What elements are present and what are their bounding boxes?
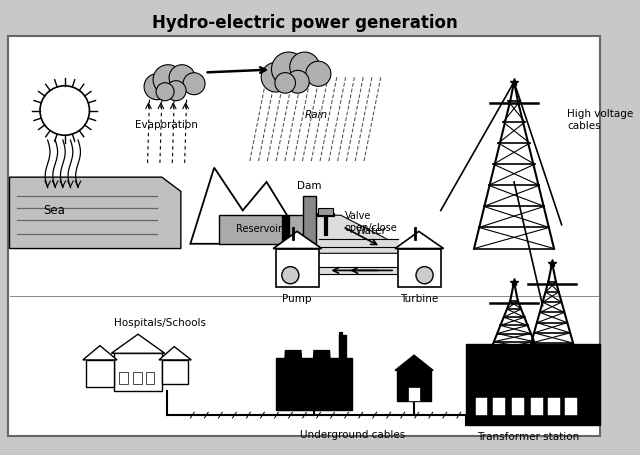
Circle shape (183, 73, 205, 95)
Bar (566, 398, 577, 415)
Text: Dam: Dam (297, 182, 322, 192)
Polygon shape (395, 355, 433, 370)
Polygon shape (310, 349, 333, 410)
Polygon shape (83, 346, 117, 360)
Text: Pump: Pump (282, 294, 312, 304)
Bar (531, 398, 543, 415)
Circle shape (290, 52, 319, 82)
Circle shape (153, 65, 183, 95)
Circle shape (40, 86, 90, 135)
Circle shape (275, 73, 296, 93)
Circle shape (286, 71, 309, 93)
Text: Water: Water (356, 226, 387, 236)
Circle shape (306, 61, 331, 86)
Circle shape (166, 81, 186, 101)
Polygon shape (159, 347, 191, 360)
Bar (398, 248, 441, 287)
Bar (493, 398, 504, 415)
Bar (86, 360, 114, 387)
Polygon shape (111, 334, 164, 353)
Bar (318, 207, 333, 215)
Bar (467, 344, 600, 425)
Bar (512, 398, 524, 415)
Polygon shape (10, 177, 181, 248)
Polygon shape (316, 215, 400, 253)
Bar (548, 398, 560, 415)
Polygon shape (282, 349, 305, 410)
Bar (476, 398, 488, 415)
Circle shape (271, 52, 306, 86)
Circle shape (261, 62, 291, 92)
Text: Underground cables: Underground cables (300, 430, 405, 440)
Polygon shape (395, 232, 444, 248)
Bar (146, 372, 154, 384)
Circle shape (416, 267, 433, 284)
Circle shape (169, 65, 195, 91)
Text: Rain: Rain (305, 110, 328, 120)
Bar (133, 372, 142, 384)
Text: High voltage
cables: High voltage cables (567, 109, 634, 131)
Bar (162, 360, 189, 384)
Text: Evaporation: Evaporation (135, 120, 198, 130)
Polygon shape (190, 167, 305, 244)
Bar (119, 372, 127, 384)
Circle shape (144, 74, 170, 100)
Text: Transformer station: Transformer station (477, 432, 579, 442)
Bar (303, 196, 316, 248)
Text: Hydro-electric power generation: Hydro-electric power generation (152, 14, 458, 32)
Bar (114, 353, 162, 391)
Bar (408, 387, 420, 401)
Text: Reservoir: Reservoir (236, 224, 282, 234)
Bar (276, 248, 319, 287)
Bar (276, 358, 352, 410)
Polygon shape (273, 232, 322, 248)
Circle shape (156, 83, 174, 101)
Text: Turbine: Turbine (400, 294, 438, 304)
Circle shape (282, 267, 299, 284)
Text: Hospitals/Schools: Hospitals/Schools (114, 318, 206, 328)
Text: Sea: Sea (43, 204, 65, 217)
Bar (397, 370, 431, 401)
Text: Valve
open/close: Valve open/close (344, 211, 397, 233)
Polygon shape (219, 215, 305, 244)
